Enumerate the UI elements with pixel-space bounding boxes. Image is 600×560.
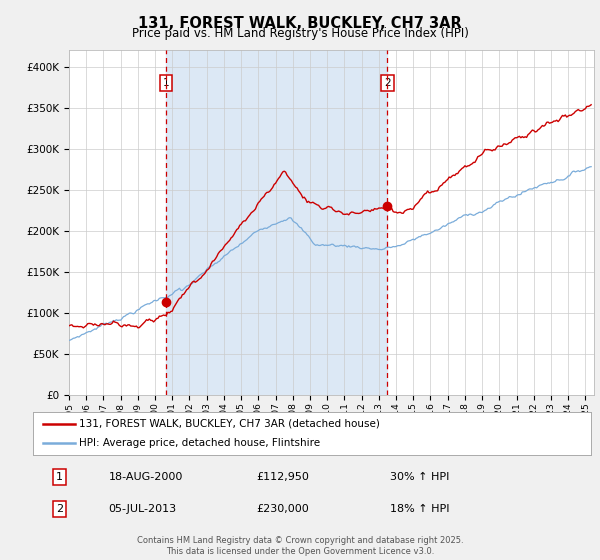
Text: 30% ↑ HPI: 30% ↑ HPI	[390, 472, 449, 482]
Text: 1: 1	[56, 472, 63, 482]
Text: HPI: Average price, detached house, Flintshire: HPI: Average price, detached house, Flin…	[79, 438, 320, 448]
Text: 05-JUL-2013: 05-JUL-2013	[109, 504, 176, 514]
Text: 18-AUG-2000: 18-AUG-2000	[109, 472, 183, 482]
Text: 131, FOREST WALK, BUCKLEY, CH7 3AR (detached house): 131, FOREST WALK, BUCKLEY, CH7 3AR (deta…	[79, 419, 380, 428]
Text: 2: 2	[384, 78, 391, 88]
Text: 131, FOREST WALK, BUCKLEY, CH7 3AR: 131, FOREST WALK, BUCKLEY, CH7 3AR	[138, 16, 462, 31]
Text: £230,000: £230,000	[256, 504, 309, 514]
Bar	[166, 50, 388, 395]
Text: Contains HM Land Registry data © Crown copyright and database right 2025.
This d: Contains HM Land Registry data © Crown c…	[137, 536, 463, 556]
Text: 18% ↑ HPI: 18% ↑ HPI	[390, 504, 449, 514]
Text: £112,950: £112,950	[256, 472, 309, 482]
Text: 1: 1	[163, 78, 169, 88]
Text: Price paid vs. HM Land Registry's House Price Index (HPI): Price paid vs. HM Land Registry's House …	[131, 27, 469, 40]
Text: 2: 2	[56, 504, 63, 514]
